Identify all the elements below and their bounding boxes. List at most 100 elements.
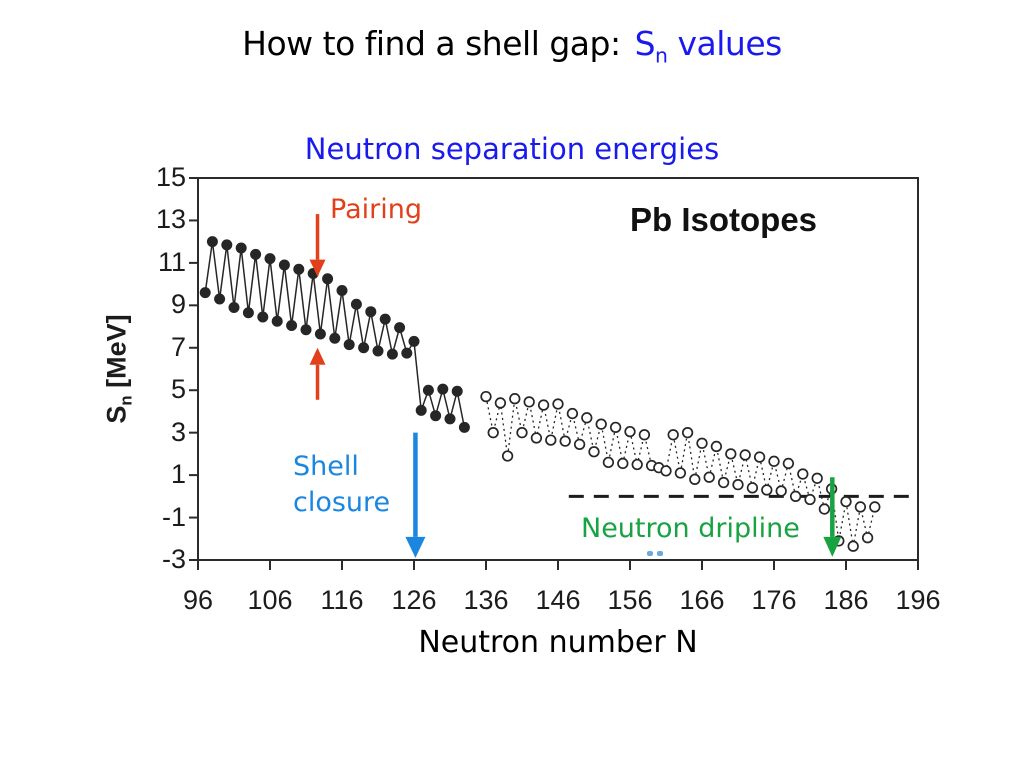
y-tick-label: 1 <box>170 459 186 490</box>
data-point-open <box>818 503 831 515</box>
x-tick-label: 186 <box>823 585 869 615</box>
data-point-open <box>732 479 744 491</box>
data-point-open <box>537 399 550 411</box>
data-point-filled <box>430 410 442 422</box>
data-point-filled <box>293 263 305 275</box>
data-point-filled <box>444 413 456 425</box>
x-tick-label: 106 <box>247 585 293 615</box>
data-point-filled <box>379 313 391 325</box>
data-point-filled <box>264 253 276 265</box>
data-point-open <box>840 495 852 508</box>
data-point-filled <box>257 311 269 323</box>
data-point-open <box>847 540 859 552</box>
data-point-open <box>789 490 802 502</box>
y-tick-label: 15 <box>155 162 186 192</box>
shell-closure-line2: closure <box>293 486 391 518</box>
x-axis-title: Neutron number N <box>418 625 698 660</box>
x-tick-label: 96 <box>182 585 214 615</box>
data-point-filled <box>250 248 262 260</box>
data-point-open <box>768 455 780 467</box>
data-point-filled <box>329 332 341 344</box>
data-point-filled <box>365 306 377 318</box>
data-point-open <box>861 532 874 544</box>
data-point-filled <box>271 315 283 327</box>
data-point-open <box>667 429 679 441</box>
data-point-open <box>689 473 701 486</box>
y-tick-label: -1 <box>161 501 186 532</box>
data-point-filled <box>336 284 348 296</box>
y-tick-label: 11 <box>157 246 186 277</box>
y-tick-label: -3 <box>161 544 186 574</box>
data-point-open <box>681 427 694 439</box>
shell-closure-arrow-head <box>405 536 426 558</box>
x-tick-label: 126 <box>391 585 437 615</box>
data-point-open <box>753 451 766 463</box>
data-point-open <box>797 468 809 480</box>
y-tick-label: 7 <box>170 331 186 362</box>
chart-subtitle: Neutron separation energies <box>304 132 720 166</box>
data-point-open <box>739 449 751 461</box>
data-point-filled <box>394 322 406 334</box>
data-point-open <box>703 471 715 483</box>
x-tick-label: 196 <box>895 585 941 615</box>
data-point-open <box>775 485 787 497</box>
slide-title-black: How to find a shell gap: <box>242 24 621 63</box>
data-point-filled <box>199 287 211 299</box>
dripline-label: Neutron dripline <box>581 513 800 544</box>
data-point-filled <box>350 298 362 310</box>
data-point-open <box>501 450 514 462</box>
x-tick-label: 166 <box>679 585 725 615</box>
data-point-filled <box>242 307 254 319</box>
shell-closure-line1: Shell <box>293 451 359 482</box>
dripline-arrow-head <box>823 536 842 557</box>
x-tick-label: 116 <box>320 585 364 615</box>
x-tick-label: 136 <box>463 585 509 615</box>
isotope-series-label: Pb Isotopes <box>630 201 818 238</box>
x-tick-label: 176 <box>751 585 797 615</box>
data-point-filled <box>415 404 427 416</box>
data-point-open <box>523 396 535 408</box>
data-point-open <box>617 457 629 470</box>
data-point-open <box>869 501 881 513</box>
data-point-open <box>746 482 759 494</box>
data-point-filled <box>401 347 413 359</box>
data-point-open <box>494 397 507 409</box>
y-tick-label: 3 <box>170 416 186 447</box>
data-point-filled <box>408 335 420 347</box>
data-point-open <box>710 440 723 453</box>
slide-title: How to find a shell gap: Sn values <box>0 24 1024 68</box>
data-point-open <box>674 467 687 479</box>
data-point-open <box>516 427 528 439</box>
data-point-open <box>638 429 651 441</box>
y-tick-label: 9 <box>170 289 186 320</box>
data-point-filled <box>386 348 398 360</box>
data-point-open <box>804 493 816 506</box>
x-tick-label: 156 <box>607 585 653 615</box>
data-point-filled <box>221 239 233 251</box>
data-point-open <box>545 434 557 446</box>
data-point-filled <box>314 328 326 340</box>
data-point-open <box>480 390 492 403</box>
data-point-open <box>595 418 607 430</box>
pairing-label: Pairing <box>330 194 422 225</box>
data-point-filled <box>235 242 247 254</box>
data-point-filled <box>372 345 384 357</box>
data-point-open <box>566 407 579 420</box>
data-point-open <box>854 501 867 513</box>
data-point-open <box>581 412 593 424</box>
data-point-open <box>725 448 737 460</box>
data-point-filled <box>228 301 240 313</box>
data-point-open <box>624 425 636 438</box>
y-tick-label: 13 <box>155 204 186 235</box>
data-point-filled <box>343 339 355 351</box>
data-point-open <box>761 484 773 496</box>
y-axis-title: Sn [MeV] <box>101 314 136 424</box>
data-point-open <box>602 456 615 469</box>
data-point-filled <box>358 342 370 354</box>
clipped-text-dot <box>657 551 663 556</box>
data-point-open <box>811 472 823 484</box>
data-point-filled <box>286 319 298 331</box>
pairing-arrow-up-head <box>309 347 326 365</box>
